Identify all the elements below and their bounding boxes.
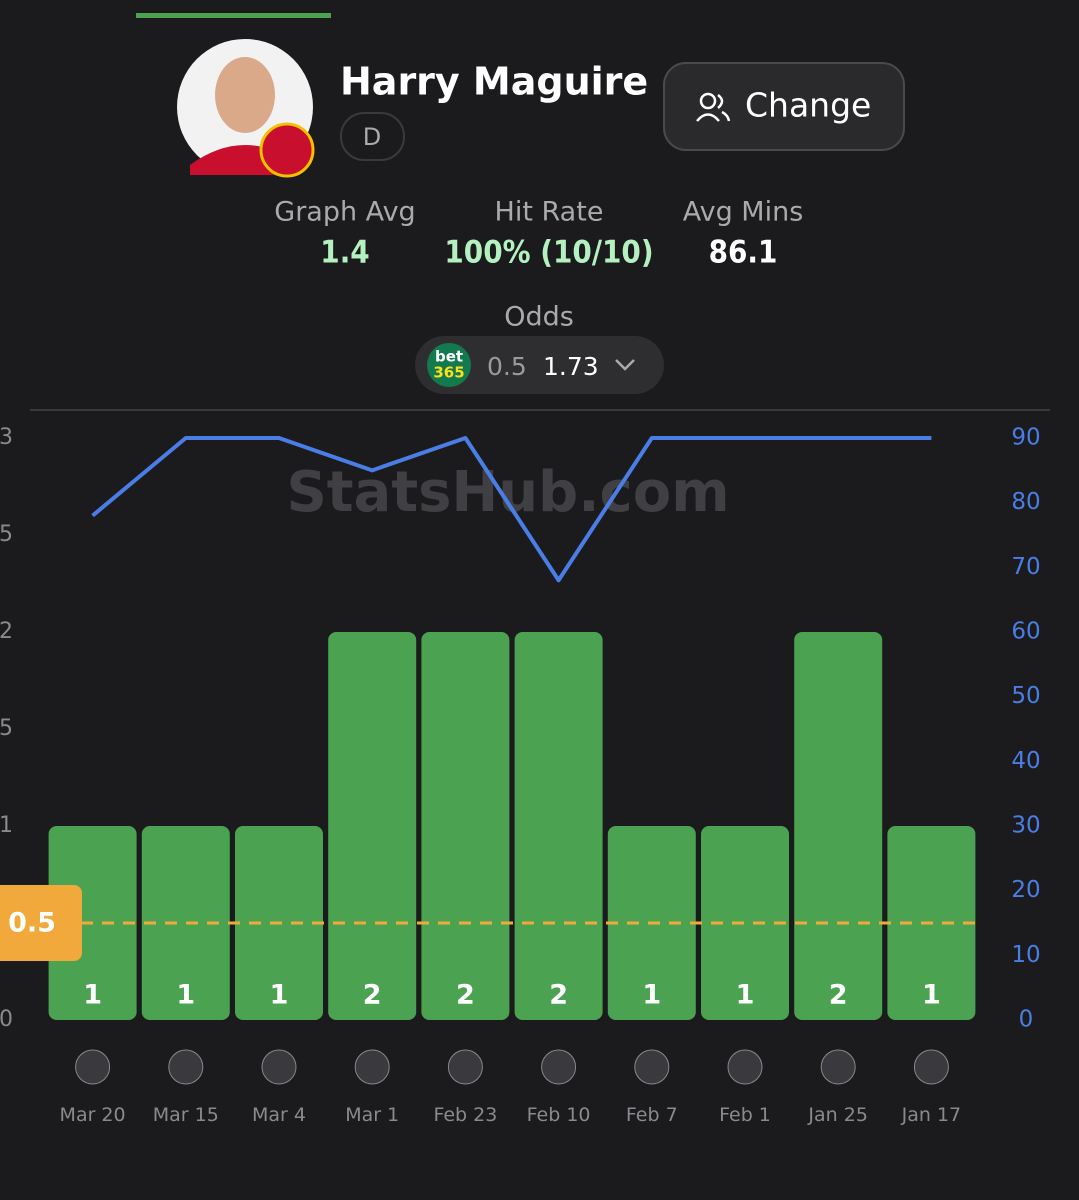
team-logo	[820, 1049, 856, 1085]
team-logo	[75, 1049, 111, 1085]
bookmaker-text: 365	[433, 364, 464, 382]
bookmaker-text: bet	[435, 348, 463, 366]
bar	[701, 826, 789, 1020]
bar-value-label: 1	[176, 980, 195, 1011]
y2-tick-label: 40	[1011, 748, 1040, 774]
bar	[794, 632, 883, 1020]
bar-value-label: 2	[549, 980, 568, 1011]
y2-tick-label: 30	[1011, 813, 1040, 839]
x-tick-label: Mar 1	[345, 1104, 400, 1126]
odds-line: 0.5	[487, 352, 527, 381]
change-label[interactable]: Change	[745, 86, 871, 125]
player-name: Harry Maguire	[340, 60, 648, 104]
chevron	[615, 359, 635, 371]
bar-value-label: 2	[829, 980, 848, 1011]
bookmaker-logo	[427, 343, 471, 387]
bar-value-label: 2	[363, 980, 382, 1011]
minutes-line	[91, 436, 932, 583]
y2-tick-label: 80	[1011, 489, 1040, 515]
y-tick-label: 1.5	[0, 716, 13, 741]
team-logo	[354, 1049, 390, 1085]
y-tick-label: 1	[0, 813, 13, 838]
bar-value-label: 1	[642, 980, 661, 1011]
stat-label: Graph Avg	[274, 197, 415, 228]
x-tick-label: Feb 7	[625, 1104, 678, 1126]
y-tick-label: 2	[0, 619, 13, 644]
x-tick-label: Jan 17	[901, 1104, 962, 1126]
team-logo	[634, 1049, 670, 1085]
bar-value-label: 1	[83, 980, 102, 1011]
position: D	[363, 123, 381, 151]
bar-value-label: 1	[270, 980, 289, 1011]
bar	[421, 632, 510, 1020]
y2-tick-label: 10	[1011, 942, 1040, 968]
threshold-badge	[0, 885, 82, 961]
team-logo	[168, 1049, 204, 1085]
position-pill	[340, 112, 405, 161]
bar-value-label: 1	[922, 980, 941, 1011]
threshold-label: 0.5	[8, 908, 56, 939]
stat-value: 100% (10/10)	[444, 235, 653, 271]
bar	[141, 826, 230, 1020]
stat-value: 1.4	[320, 235, 369, 271]
team-logo	[447, 1049, 483, 1085]
bar	[328, 632, 417, 1020]
y2-tick-label: 0	[1019, 1007, 1034, 1033]
team-logo	[727, 1049, 763, 1085]
odds-pill[interactable]	[415, 336, 664, 394]
bar-value-label: 1	[736, 980, 755, 1011]
team-logo	[261, 1049, 297, 1085]
y2-tick-label: 90	[1011, 425, 1040, 451]
y2-tick-label: 50	[1011, 683, 1040, 709]
odds-label: Odds	[504, 302, 574, 333]
stat-label: Hit Rate	[495, 197, 604, 228]
y2-tick-label: 60	[1011, 619, 1040, 645]
x-tick-label: Feb 1	[719, 1104, 771, 1126]
face	[215, 57, 275, 133]
active-tab[interactable]	[136, 13, 331, 18]
users-icon	[696, 92, 731, 122]
y2-tick-label: 70	[1011, 554, 1040, 580]
change-button[interactable]	[663, 62, 905, 151]
watermark: StatsHub.com	[286, 460, 729, 525]
x-tick-label: Feb 10	[526, 1104, 591, 1126]
y-tick-label: 2.5	[0, 522, 13, 547]
stat-value: 86.1	[709, 235, 778, 271]
x-tick-label: Jan 25	[808, 1104, 868, 1126]
x-tick-label: Mar 4	[252, 1104, 306, 1126]
y2-tick-label: 20	[1011, 877, 1040, 903]
x-tick-label: Mar 15	[152, 1104, 219, 1126]
team-logo	[541, 1049, 577, 1085]
bar	[514, 632, 603, 1020]
y-tick-label: 0	[0, 1007, 13, 1032]
y-tick-label: 3	[0, 425, 13, 450]
x-tick-label: Mar 20	[59, 1104, 126, 1126]
odds-price: 1.73	[543, 352, 599, 381]
bar-value-label: 2	[456, 980, 475, 1011]
x-tick-label: Feb 23	[433, 1104, 498, 1126]
team-logo	[913, 1049, 949, 1085]
club-badge	[259, 122, 315, 178]
stat-label: Avg Mins	[683, 197, 804, 228]
